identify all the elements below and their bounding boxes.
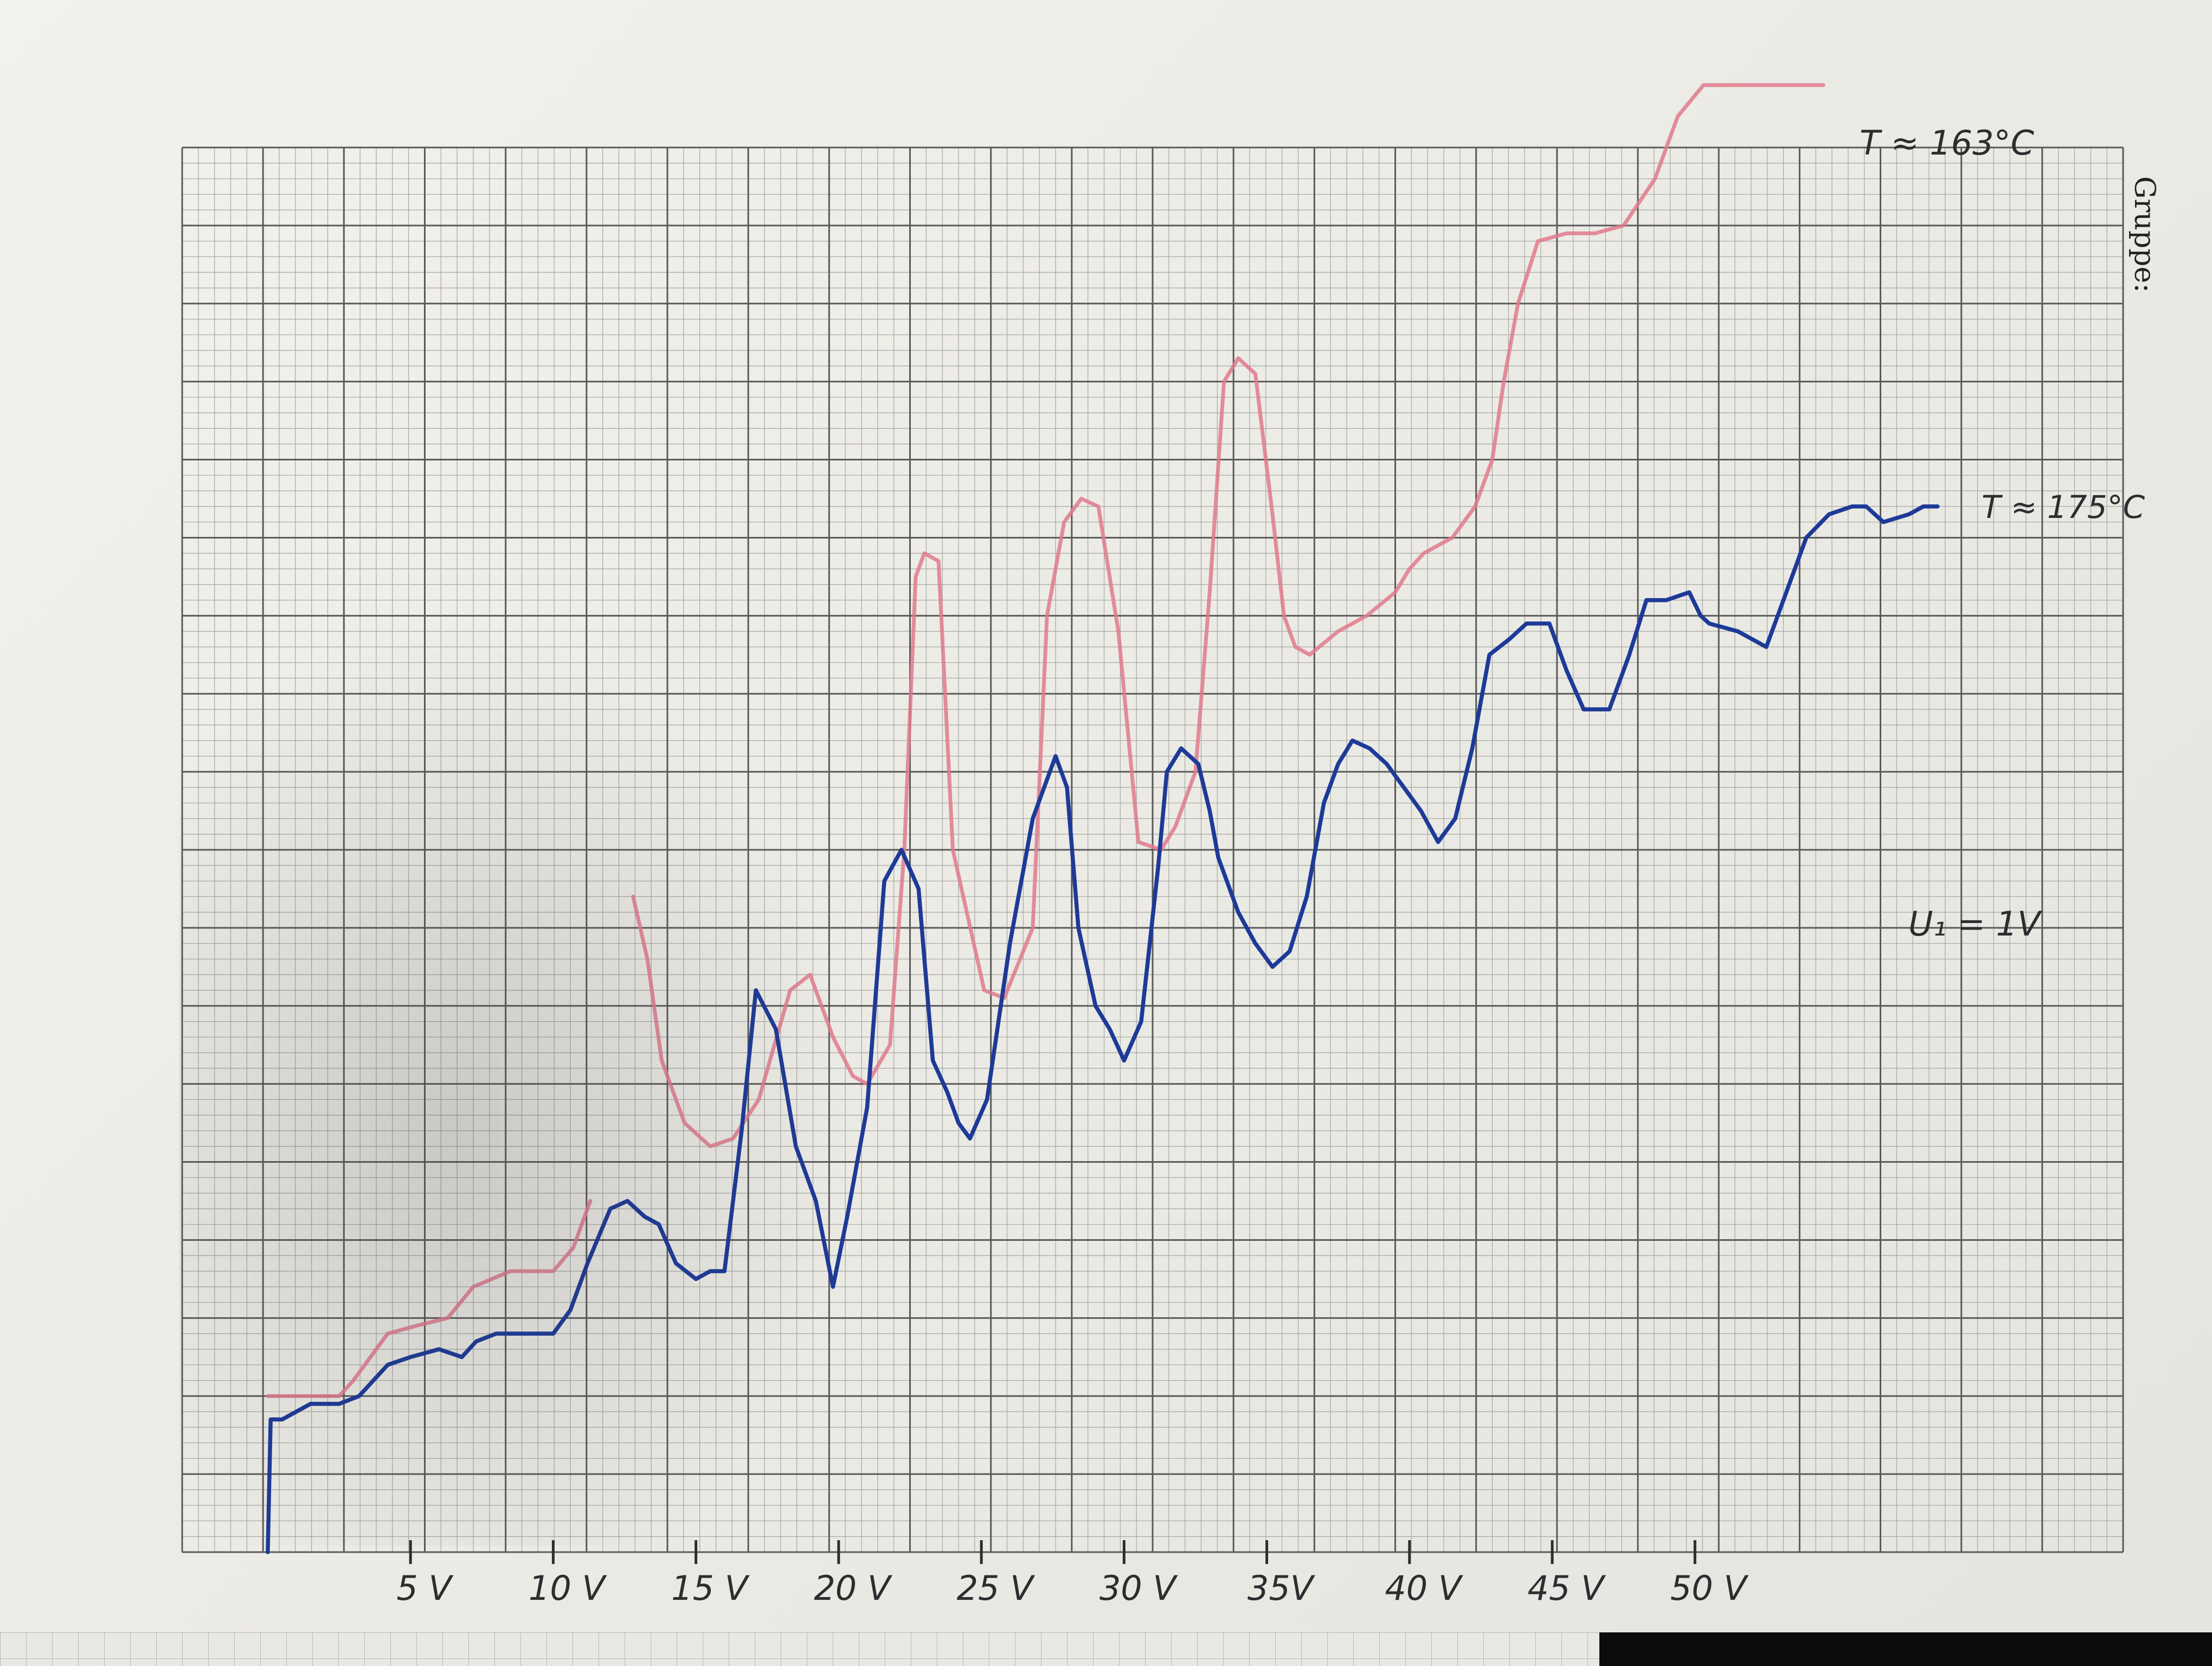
x-tick-label: 40 V xyxy=(1385,1568,1464,1608)
x-axis-ticks: 5 V 10 V 15 V 20 V 25 V 30 V 35V 40 V 45 V 50 V xyxy=(396,1540,1749,1608)
grid-major xyxy=(181,146,2124,1553)
series-line-blue xyxy=(266,504,1940,1554)
x-tick-label: 25 V xyxy=(957,1568,1036,1608)
series-layer xyxy=(266,83,1940,1554)
x-tick-label: 35V xyxy=(1248,1568,1316,1608)
underlying-graph-paper xyxy=(0,1632,1599,1666)
x-tick-label: 45 V xyxy=(1528,1568,1607,1608)
x-tick-label: 5 V xyxy=(396,1568,454,1608)
x-tick-label: 50 V xyxy=(1670,1568,1750,1608)
x-tick-label: 30 V xyxy=(1099,1568,1179,1608)
blue-curve-label: T ≈ 175°C xyxy=(1982,489,2145,526)
voltage-note: U₁ = 1V xyxy=(1908,904,2043,944)
sheet-header-gruppe: Gruppe: xyxy=(2128,176,2160,293)
red-curve-label: T ≈ 163°C xyxy=(1860,123,2035,163)
x-tick-label: 20 V xyxy=(814,1568,893,1608)
x-tick-label: 10 V xyxy=(529,1568,608,1608)
dark-background-corner xyxy=(1599,1632,2212,1666)
series-line-red xyxy=(631,83,1825,1149)
x-tick-label: 15 V xyxy=(671,1568,750,1608)
series-line-red xyxy=(266,1199,593,1398)
